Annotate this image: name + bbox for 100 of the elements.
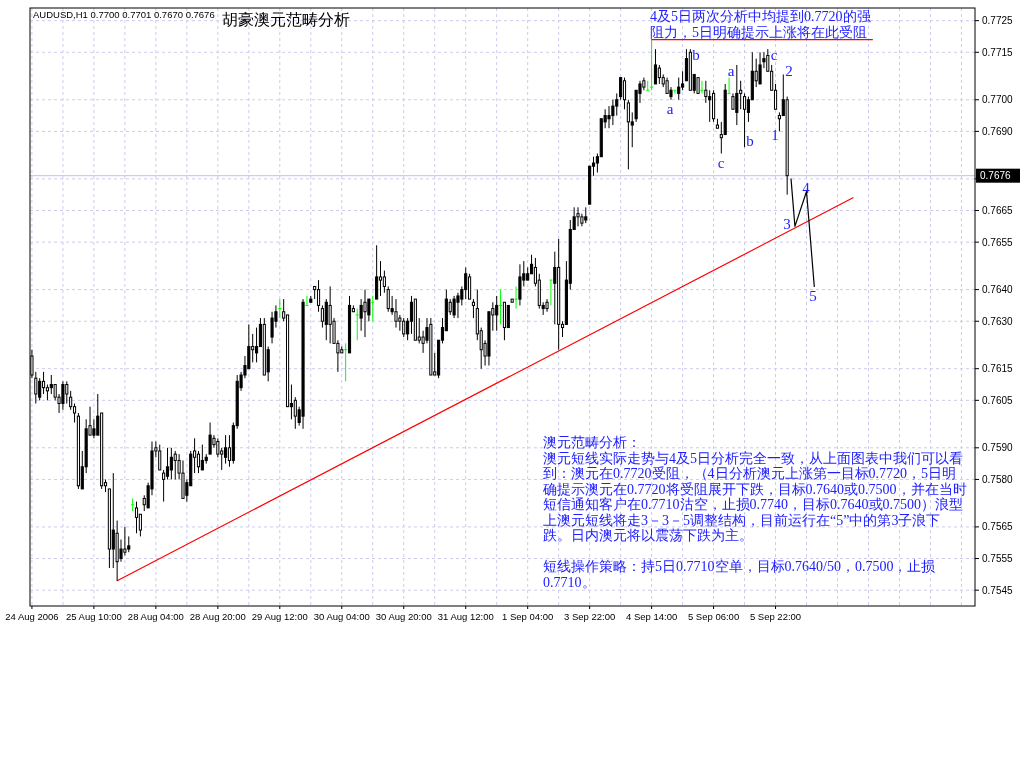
- y-tick-label: 0.7690: [982, 125, 1014, 137]
- candlestick: [468, 273, 472, 300]
- candlestick: [123, 526, 127, 556]
- candlestick: [498, 289, 503, 325]
- candlestick: [162, 469, 166, 503]
- annotation: 澳元范畴分析：: [543, 435, 642, 451]
- annotation: 4: [802, 180, 811, 196]
- candlestick: [576, 206, 580, 227]
- candlestick: [363, 289, 367, 338]
- annotation: 3: [783, 216, 791, 232]
- y-tick-label: 0.7640: [982, 284, 1014, 296]
- candlestick: [92, 418, 96, 439]
- candlestick: [699, 80, 705, 94]
- candlestick: [41, 371, 46, 395]
- candlestick: [378, 260, 383, 297]
- candlestick: [49, 374, 53, 395]
- y-tick-label: 0.7615: [982, 363, 1014, 375]
- candlestick: [158, 444, 162, 471]
- candlestick: [626, 99, 630, 170]
- candlestick: [38, 377, 42, 401]
- candlestick: [130, 497, 135, 512]
- chart-subtitle: AUDUSD,H1 0.7700 0.7701 0.7670 0.7676: [33, 9, 215, 20]
- annotation: 5: [809, 288, 817, 304]
- annotation: 2: [785, 63, 793, 79]
- candlestick: [619, 77, 623, 101]
- candlestick: [518, 263, 522, 306]
- candlestick: [452, 295, 456, 319]
- candlestick: [742, 92, 747, 148]
- candlestick: [548, 279, 553, 306]
- candlestick: [386, 285, 390, 313]
- candlestick: [727, 77, 732, 94]
- candlestick: [328, 285, 332, 344]
- x-tick-label: 29 Aug 12:00: [251, 611, 308, 622]
- candlestick: [134, 501, 139, 534]
- annotation: b: [692, 47, 700, 63]
- candlestick: [165, 447, 170, 480]
- y-tick-label: 0.7555: [982, 553, 1014, 565]
- x-tick-label: 1 Sep 04:00: [502, 611, 554, 622]
- candlestick: [708, 89, 712, 123]
- candlestick: [677, 77, 681, 101]
- candlestick: [61, 380, 65, 411]
- candlestick: [506, 304, 510, 329]
- ref-line-label: 0.7676: [980, 170, 1012, 182]
- y-tick-label: 0.7655: [982, 236, 1014, 248]
- candlestick: [649, 39, 654, 91]
- candlestick: [471, 298, 476, 319]
- candlestick: [402, 317, 406, 338]
- candlestick: [758, 51, 762, 85]
- x-tick-label: 4 Sep 14:00: [625, 611, 678, 622]
- y-tick-label: 0.7590: [982, 442, 1014, 454]
- candlestick: [681, 70, 685, 91]
- candlestick: [382, 270, 386, 294]
- candlestick: [553, 251, 557, 325]
- y-tick-label: 0.7565: [982, 521, 1014, 533]
- x-tick-label: 3 Sep 22:00: [564, 611, 616, 622]
- annotation: b: [746, 133, 754, 149]
- y-tick-label: 0.7715: [982, 46, 1014, 58]
- y-tick-label: 0.7725: [982, 15, 1014, 27]
- y-tick-label: 0.7630: [982, 315, 1014, 327]
- candlestick: [375, 244, 379, 300]
- x-tick-label: 5 Sep 22:00: [749, 611, 802, 622]
- candlestick: [622, 77, 627, 110]
- x-tick-label: 30 Aug 20:00: [375, 611, 432, 622]
- candlestick: [324, 298, 328, 341]
- annotation: 短线操作策略：持5日0.7710空单，目标0.7640/50，0.7500，止损0.7710。: [543, 559, 937, 590]
- candlestick: [735, 64, 739, 126]
- candlestick: [495, 295, 499, 332]
- candlestick: [200, 444, 204, 471]
- candlestick: [304, 295, 309, 306]
- candlestick: [545, 298, 549, 313]
- y-tick-label: 0.7580: [982, 473, 1014, 485]
- x-tick-label: 25 Aug 10:00: [65, 611, 122, 622]
- candlestick: [653, 48, 658, 85]
- candlestick: [370, 295, 375, 322]
- line-series: [790, 178, 815, 288]
- x-tick-label: 5 Sep 06:00: [687, 611, 740, 622]
- x-tick-label: 24 Aug 2006: [5, 611, 59, 622]
- candlestick: [173, 450, 177, 480]
- x-tick-label: 28 Aug 04:00: [127, 611, 184, 622]
- annotation: 澳元短线实际走势与4及5日分析完全一致，从上面图表中我们可以看到：澳元在0.7720受阻，（4日分析澳元上涨第一目标0.7720，5日明确提示澳元在0.7720将受阻展开下跌，目标0.7640或0.7500，并在当时短信通知客户在0.7710沽空，止损0.7740，目标0.7640或0.7500）浪型上澳元短线将走3－3－5调整结构，目前运行在“5”中的第3子浪下跌。日内澳元将以震荡下跌为主。: [543, 450, 967, 544]
- candlestick: [645, 80, 650, 91]
- y-tick-label: 0.7605: [982, 394, 1014, 406]
- candlestick: [464, 266, 468, 300]
- candlestick: [255, 327, 259, 363]
- candlestick: [739, 80, 743, 110]
- x-tick-label: 30 Aug 04:00: [313, 611, 370, 622]
- candlestick: [394, 298, 398, 329]
- annotation: 1: [771, 127, 779, 143]
- x-tick-label: 31 Aug 12:00: [437, 611, 494, 622]
- annotation: c: [717, 155, 725, 171]
- annotation: a: [666, 101, 674, 117]
- annotation: 4及5日两次分析中均提到0.7720的强阻力，5日明确提示上涨将在此受阻: [650, 9, 872, 40]
- candlestick: [169, 447, 173, 480]
- candlestick: [224, 434, 228, 465]
- candlestick: [196, 450, 201, 474]
- annotation: a: [727, 63, 735, 79]
- annotation: c: [770, 47, 778, 63]
- y-tick-label: 0.7545: [982, 584, 1014, 596]
- y-tick-label: 0.7700: [982, 94, 1014, 106]
- candlestick: [277, 298, 282, 319]
